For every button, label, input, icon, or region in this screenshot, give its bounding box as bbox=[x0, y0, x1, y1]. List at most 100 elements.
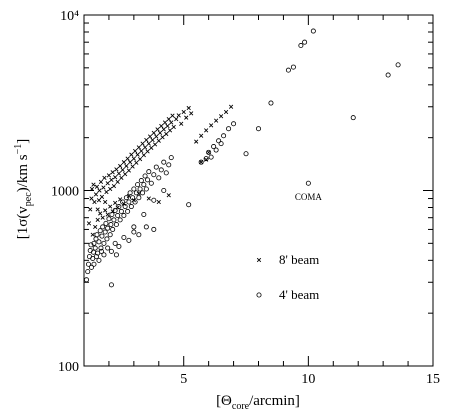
point-8-beam bbox=[101, 185, 106, 190]
point-4-beam bbox=[117, 217, 123, 223]
point-8-beam bbox=[86, 221, 92, 226]
point-4-beam bbox=[101, 252, 107, 258]
point-8-beam bbox=[129, 152, 134, 157]
point-4-beam bbox=[107, 232, 113, 238]
point-8-beam bbox=[98, 211, 103, 216]
point-4-beam bbox=[310, 28, 316, 34]
point-4-beam bbox=[206, 149, 212, 155]
point-4-beam bbox=[385, 72, 391, 78]
point-4-beam bbox=[96, 257, 102, 263]
point-4-beam bbox=[98, 245, 104, 251]
point-4-beam bbox=[112, 240, 118, 246]
point-8-beam bbox=[119, 175, 124, 181]
point-8-beam bbox=[113, 175, 118, 180]
point-4-beam bbox=[151, 197, 157, 203]
point-4-beam bbox=[126, 199, 132, 205]
point-8-beam bbox=[174, 117, 179, 122]
point-8-beam bbox=[121, 160, 127, 165]
point-4-beam bbox=[136, 195, 142, 201]
point-8-beam bbox=[123, 171, 128, 177]
point-4-beam bbox=[135, 182, 141, 188]
point-8-beam bbox=[204, 128, 209, 133]
point-8-beam bbox=[108, 204, 113, 209]
point-4-beam bbox=[106, 216, 112, 222]
point-4-beam bbox=[108, 248, 114, 254]
point-8-beam bbox=[214, 118, 219, 123]
point-4-beam bbox=[132, 199, 138, 205]
point-4-beam bbox=[113, 252, 119, 258]
point-8-beam bbox=[160, 135, 165, 140]
point-4-beam bbox=[156, 175, 162, 181]
point-8-beam bbox=[120, 167, 125, 173]
point-8-beam bbox=[152, 142, 158, 147]
point-8-beam bbox=[140, 141, 145, 146]
point-8-beam bbox=[154, 134, 159, 139]
point-4-beam bbox=[203, 156, 209, 162]
point-8-beam bbox=[106, 173, 112, 178]
point-4-beam bbox=[143, 224, 149, 230]
point-4-beam bbox=[104, 236, 110, 242]
point-8-beam bbox=[228, 104, 234, 109]
point-4-beam bbox=[126, 237, 132, 243]
point-4-beam bbox=[198, 159, 204, 165]
point-8-beam bbox=[105, 181, 110, 186]
point-4-beam bbox=[138, 178, 144, 184]
point-4-beam bbox=[102, 229, 108, 235]
point-8-beam bbox=[126, 168, 131, 173]
point-4-beam bbox=[158, 167, 164, 173]
coma-annotation: COMA bbox=[295, 192, 323, 202]
point-4-beam bbox=[255, 126, 261, 132]
point-8-beam bbox=[137, 156, 143, 162]
point-4-beam bbox=[133, 190, 139, 196]
point-4-beam bbox=[141, 211, 147, 217]
point-4-beam bbox=[113, 222, 119, 228]
point-8-beam bbox=[113, 200, 118, 206]
point-4-beam bbox=[118, 208, 124, 214]
point-4-beam bbox=[131, 224, 137, 230]
point-4-beam bbox=[128, 204, 134, 210]
legend-label-4-beam: 4' beam bbox=[279, 287, 319, 302]
point-8-beam bbox=[149, 145, 154, 150]
point-8-beam bbox=[139, 148, 144, 154]
point-8-beam bbox=[118, 163, 123, 169]
point-8-beam bbox=[223, 109, 229, 115]
point-8-beam bbox=[166, 117, 171, 122]
point-4-beam bbox=[131, 186, 137, 192]
point-8-beam bbox=[184, 115, 189, 120]
point-4-beam bbox=[125, 208, 131, 214]
tick-labels: 5 10 15 100 1000 10⁴ bbox=[51, 9, 440, 387]
point-8-beam bbox=[93, 192, 99, 197]
point-8-beam bbox=[125, 156, 130, 161]
point-8-beam bbox=[89, 186, 95, 192]
point-8-beam bbox=[110, 170, 115, 175]
x-tick-label: 10 bbox=[301, 372, 315, 387]
point-4-beam bbox=[221, 133, 227, 139]
point-4-beam bbox=[211, 144, 217, 150]
point-8-beam bbox=[204, 157, 209, 162]
point-8-beam bbox=[97, 188, 102, 193]
point-4-beam bbox=[85, 261, 91, 267]
point-8-beam bbox=[146, 141, 151, 146]
point-4-beam bbox=[110, 226, 116, 232]
point-4-beam bbox=[127, 190, 133, 196]
point-4-beam bbox=[120, 199, 126, 205]
x-tick-label: 5 bbox=[180, 372, 187, 387]
point-4-beam bbox=[151, 172, 157, 178]
point-8-beam bbox=[155, 127, 160, 132]
point-8-beam bbox=[189, 111, 194, 116]
point-8-beam bbox=[93, 224, 98, 230]
legend-x-marker bbox=[256, 257, 262, 263]
point-8-beam bbox=[142, 145, 148, 150]
x-tick-label: 15 bbox=[426, 372, 440, 387]
point-4-beam bbox=[121, 234, 127, 240]
point-8-beam bbox=[145, 149, 150, 154]
point-4-beam bbox=[168, 155, 174, 161]
point-8-beam bbox=[218, 114, 224, 119]
point-8-beam bbox=[199, 133, 204, 138]
point-4-beam bbox=[146, 169, 152, 175]
axis-ticks bbox=[83, 14, 434, 367]
point-4-beam bbox=[121, 213, 127, 219]
y-axis-title: [1σ(vpec)/km s−1] bbox=[13, 139, 34, 240]
point-8-beam bbox=[161, 127, 166, 132]
